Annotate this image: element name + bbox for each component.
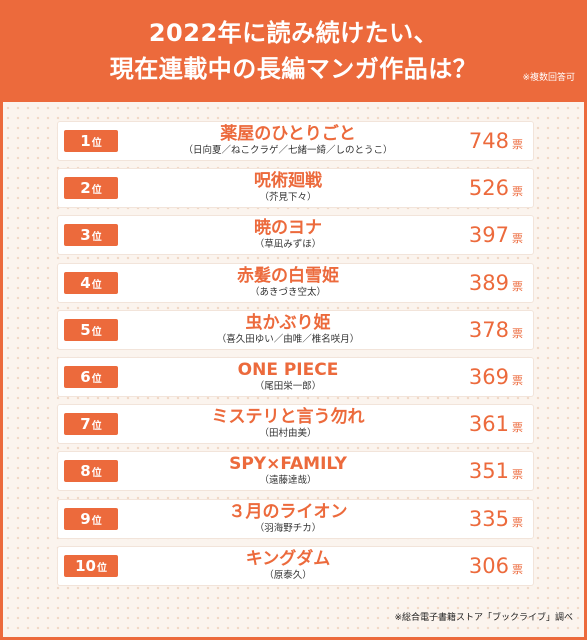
rank-number: 5 [80,320,91,339]
manga-title: ミステリと言う勿れ [211,407,365,428]
vote-unit: 票 [512,185,523,199]
manga-title: 虫かぶり姫 [245,312,331,333]
vote-value: 378 [468,317,509,342]
rank-suffix: 位 [91,279,102,291]
manga-author: （羽海野チカ） [254,522,322,534]
manga-author: （あきづき空太） [249,286,326,298]
manga-title: 暁のヨナ [254,218,322,239]
vote-unit: 票 [512,326,523,340]
vote-value: 526 [468,176,509,201]
ranking-row: 4位 赤髪の白雪姫 （あきづき空太） 389 票 [58,263,533,302]
rank-number: 7 [80,415,91,434]
vote-count: 378 票 [469,317,523,347]
ranking-row: 2位 呪術廻戦 （芥見下々） 526 票 [58,169,533,208]
rank-badge: 5位 [64,318,118,341]
vote-count: 306 票 [469,553,523,583]
rank-badge: 9位 [64,507,118,530]
manga-author: （日向夏／ねこクラゲ／七緒一綺／しのとうこ） [183,145,393,156]
vote-count: 526 票 [469,175,523,205]
vote-value: 369 [468,365,509,389]
page-title-line1: 2022年に読み続けたい、 [148,19,439,47]
vote-value: 335 [468,506,509,531]
ranking-row: 7位 ミステリと言う勿れ （田村由美） 361 票 [58,405,533,444]
rank-suffix: 位 [91,515,102,527]
rank-number: 4 [80,273,91,292]
rank-badge: 1位 [64,130,118,152]
rank-number: 3 [80,226,91,245]
rank-suffix: 位 [91,138,102,149]
rank-number: 8 [80,462,91,481]
ranking-row: 6位 ONE PIECE （尾田栄一郎） 369 票 [58,358,533,396]
manga-author: （田村由美） [259,428,317,440]
rank-suffix: 位 [91,326,102,338]
source-note: ※総合電子書籍ストア「ブックライブ」調べ [394,613,573,623]
rank-badge: 4位 [64,271,118,294]
vote-count: 361 票 [469,411,523,441]
manga-title: 呪術廻戦 [254,171,322,192]
vote-value: 397 [468,223,509,248]
ranking-row: 5位 虫かぶり姫 （喜久田ゆい／由唯／椎名咲月） 378 票 [58,310,533,349]
manga-author: （喜久田ゆい／由唯／椎名咲月） [216,333,360,345]
manga-title: ONE PIECE [237,360,339,380]
ranking-row: 10位 キングダム （原泰久） 306 票 [58,546,533,585]
manga-author: （尾田栄一郎） [254,381,322,392]
rank-suffix: 位 [91,374,102,385]
manga-title: 赤髪の白雪姫 [237,265,339,286]
rank-badge: 3位 [64,224,118,247]
vote-unit: 票 [512,562,523,576]
vote-count: 397 票 [469,222,523,252]
manga-title: ３月のライオン [228,501,348,522]
vote-unit: 票 [512,279,523,293]
rank-number: 9 [80,509,91,528]
vote-unit: 票 [512,515,523,529]
vote-value: 748 [468,129,509,153]
multiple-answer-note: ※複数回答可 [522,73,575,83]
manga-author: （遠藤達哉） [259,475,317,487]
rank-suffix: 位 [91,468,102,480]
ranking-row: 1位 薬屋のひとりごと （日向夏／ねこクラゲ／七緒一綺／しのとうこ） 748 票 [58,122,533,160]
manga-title: 薬屋のひとりごと [220,124,356,144]
rank-badge: 2位 [64,177,118,200]
rank-number: 2 [80,179,91,198]
rank-suffix: 位 [91,185,102,197]
rank-badge: 8位 [64,460,118,483]
rank-suffix: 位 [91,232,102,244]
vote-count: 389 票 [469,270,523,300]
vote-unit: 票 [512,421,523,435]
rank-badge: 7位 [64,413,118,436]
header-banner: 2022年に読み続けたい、 現在連載中の長編マンガ作品は？ ※複数回答可 [0,0,587,102]
rank-number: 10 [75,556,96,575]
vote-unit: 票 [512,232,523,246]
vote-count: 351 票 [469,458,523,488]
vote-unit: 票 [512,468,523,482]
ranking-row: 8位 SPY×FAMILY （遠藤達哉） 351 票 [58,452,533,491]
rank-badge: 6位 [64,366,118,388]
ranking-row: 3位 暁のヨナ （草凪みずほ） 397 票 [58,216,533,255]
manga-author: （芥見下々） [259,192,317,204]
manga-title: SPY×FAMILY [229,454,347,475]
page-title-line2: 現在連載中の長編マンガ作品は？ [109,55,478,83]
vote-unit: 票 [512,138,523,151]
vote-value: 389 [468,270,509,295]
ranking-row: 9位 ３月のライオン （羽海野チカ） 335 票 [58,499,533,538]
rank-badge: 10位 [64,554,118,577]
manga-title: キングダム [245,548,331,569]
rank-suffix: 位 [91,421,102,433]
vote-value: 361 [468,412,509,437]
rank-number: 6 [80,368,91,386]
vote-value: 351 [468,459,509,484]
vote-count: 369 票 [469,364,523,394]
rank-suffix: 位 [96,562,107,574]
vote-count: 748 票 [469,128,523,158]
rank-number: 1 [80,132,91,150]
vote-count: 335 票 [469,506,523,536]
manga-author: （草凪みずほ） [254,239,322,251]
vote-value: 306 [468,553,509,578]
manga-author: （原泰久） [264,569,312,581]
vote-unit: 票 [512,374,523,387]
